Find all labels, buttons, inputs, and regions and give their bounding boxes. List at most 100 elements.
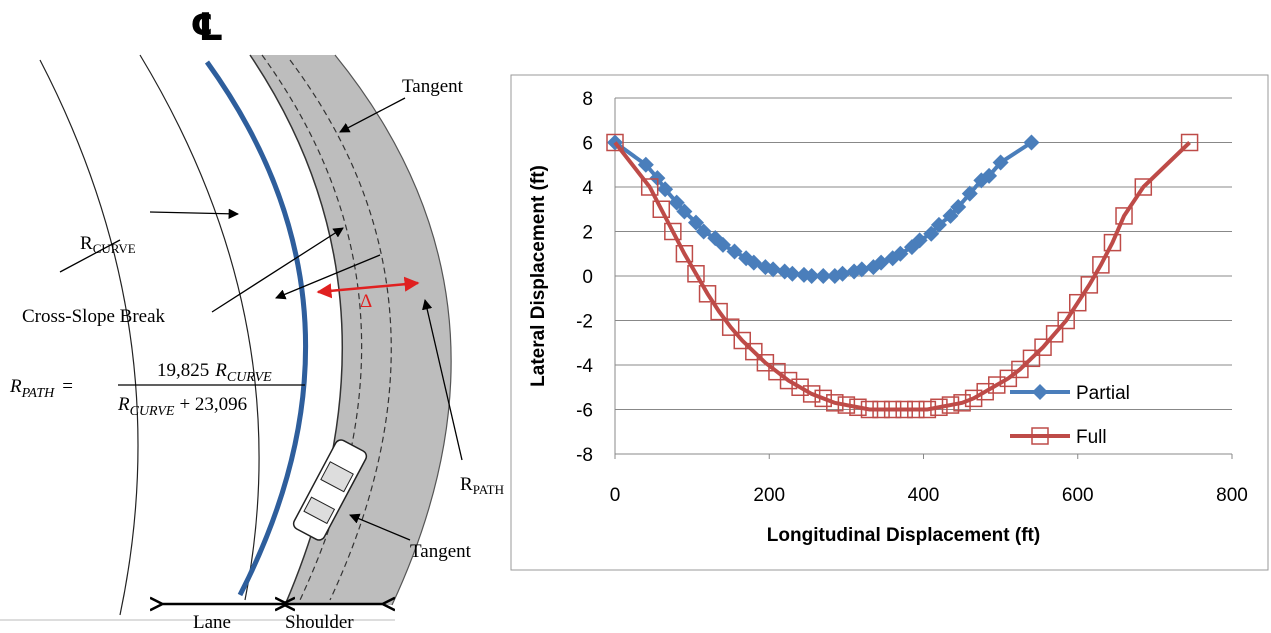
data-point [999, 369, 1018, 388]
x-tick-label: 400 [908, 485, 940, 506]
series [607, 134, 1040, 284]
data-point [779, 371, 798, 390]
legend-marker [1031, 427, 1049, 445]
x-tick-label: 0 [610, 485, 621, 506]
data-point [1011, 360, 1029, 379]
y-tick-label: 4 [582, 178, 593, 199]
shoulder-band [250, 55, 452, 605]
data-point [1045, 325, 1064, 343]
data-point [668, 194, 685, 211]
data-point [687, 265, 705, 283]
delta-arrow [316, 276, 420, 299]
legend-label: Full [1076, 427, 1107, 448]
data-point [976, 382, 994, 401]
data-point [1115, 207, 1133, 225]
data-point [640, 178, 659, 196]
data-point [1069, 293, 1087, 312]
data-point [992, 154, 1009, 171]
data-point [1034, 338, 1052, 356]
label: Cross-Slope Break [22, 306, 166, 327]
formula-lhs: RPATH = [9, 376, 73, 401]
data-point [1080, 276, 1099, 294]
data-point [941, 396, 960, 414]
data-point [803, 268, 820, 284]
data-point [834, 265, 851, 282]
x-tick-label: 200 [753, 485, 785, 506]
label: Lane [193, 612, 231, 633]
data-point [1092, 256, 1110, 274]
y-tick-label: -6 [576, 401, 593, 422]
data-point [872, 400, 890, 419]
data-point [802, 385, 821, 403]
arrow [422, 298, 463, 461]
series [606, 133, 1199, 419]
data-point [637, 156, 654, 173]
chart: -8 -6 -4 -2 0 2 4 6 8 0 200 400 600 800 Longitudinal D… [528, 89, 1248, 546]
formula-denominator: RCURVE + 23,096 [117, 394, 247, 419]
x-tick-label: 600 [1062, 485, 1094, 506]
data-point [664, 222, 682, 241]
data-point [676, 203, 693, 220]
y-tick-label: -2 [576, 312, 593, 333]
data-point [765, 261, 782, 278]
data-point [895, 400, 913, 419]
data-point [657, 181, 674, 198]
data-point [768, 362, 786, 381]
road-diagram: ℄ Tangent RCURVE Cross-Slope Break Δ RPA… [0, 5, 504, 633]
data-point [981, 167, 998, 184]
data-point [907, 400, 925, 419]
data-point [930, 216, 947, 233]
legend-label: Partial [1076, 383, 1130, 404]
label: Tangent [402, 76, 464, 97]
car [292, 439, 368, 541]
curve-arc [39, 59, 139, 616]
formula: RPATH = 19,825 RCURVE RCURVE + 23,096 [9, 360, 305, 419]
data-point [606, 133, 624, 152]
series-line [613, 141, 1191, 412]
data-point [814, 389, 832, 408]
data-point [953, 394, 971, 412]
data-point [849, 398, 867, 417]
edge-line [334, 54, 452, 606]
data-point [1103, 233, 1122, 252]
data-point [1022, 349, 1041, 368]
data-point [826, 394, 844, 412]
data-point [1134, 178, 1153, 196]
data-point [918, 400, 937, 419]
y-tick-label: -4 [576, 356, 593, 377]
x-tick-label: 800 [1216, 485, 1248, 506]
data-point [988, 376, 1006, 394]
y-tick-label: 8 [582, 89, 593, 110]
data-point [714, 236, 731, 253]
data-point [923, 225, 940, 242]
label: RCURVE [80, 233, 136, 256]
chart-border [510, 74, 1269, 571]
data-point [892, 245, 909, 262]
path-line [261, 54, 363, 601]
data-point [942, 207, 959, 224]
centerline [204, 60, 309, 597]
label: Shoulder [285, 612, 354, 633]
data-point [687, 214, 704, 231]
arrow [275, 254, 381, 300]
data-point [964, 389, 983, 408]
data-point [884, 250, 901, 267]
data-point [815, 268, 832, 284]
data-point [745, 342, 763, 361]
legend-marker [1032, 384, 1048, 400]
path-line [289, 59, 392, 601]
data-point [784, 265, 801, 282]
formula-numerator: 19,825 RCURVE [157, 360, 272, 385]
data-point [733, 331, 752, 350]
y-tick-label: -8 [576, 445, 593, 466]
data-point [675, 245, 694, 263]
y-tick-label: 2 [582, 223, 593, 244]
arrow [149, 208, 240, 219]
x-axis-title: Longitudinal Displacement (ft) [767, 525, 1040, 546]
data-point [1023, 134, 1040, 151]
data-point [837, 396, 856, 414]
y-axis-title: Lateral Displacement (ft) [528, 165, 549, 387]
data-point [710, 302, 728, 321]
data-point [745, 254, 762, 271]
